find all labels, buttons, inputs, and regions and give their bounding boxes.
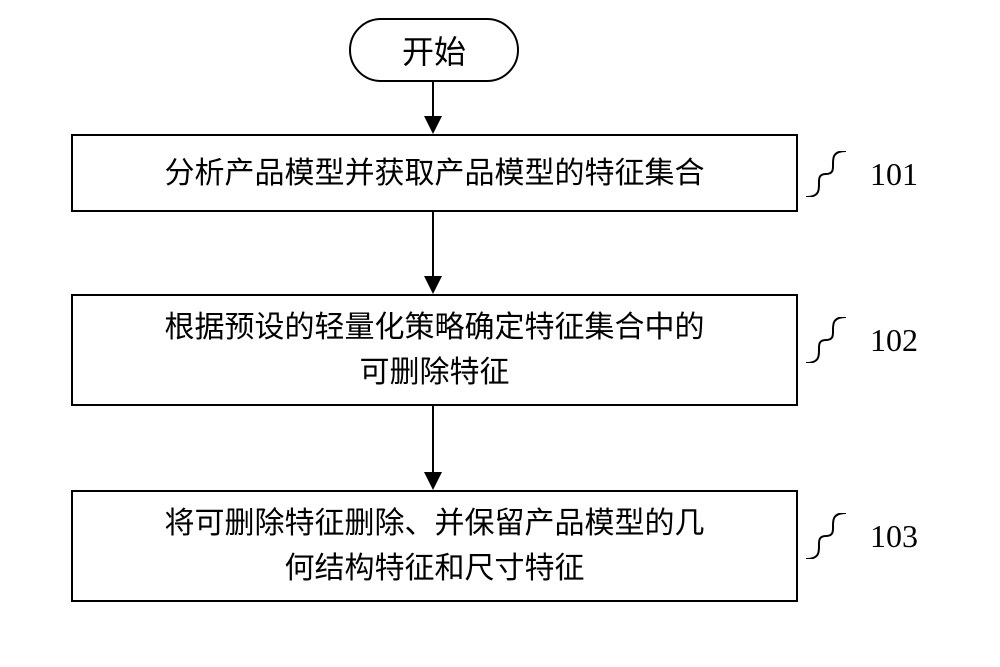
label-curve-1 xyxy=(806,317,846,363)
flowchart-canvas: 开始分析产品模型并获取产品模型的特征集合 101 根据预设的轻量化策略确定特征集合中… xyxy=(0,0,1000,667)
step-node-101: 分析产品模型并获取产品模型的特征集合 xyxy=(71,134,798,212)
arrow-head-1 xyxy=(424,276,442,294)
step-label-101: 101 xyxy=(870,156,918,193)
label-curve-0 xyxy=(806,151,846,197)
step-text: 根据预设的轻量化策略确定特征集合中的 可删除特征 xyxy=(165,305,705,395)
step-text: 分析产品模型并获取产品模型的特征集合 xyxy=(165,151,705,196)
step-text: 将可删除特征删除、并保留产品模型的几 何结构特征和尺寸特征 xyxy=(165,501,705,591)
arrow-head-2 xyxy=(424,472,442,490)
start-node: 开始 xyxy=(349,18,519,82)
step-label-102: 102 xyxy=(870,322,918,359)
start-label: 开始 xyxy=(402,27,466,73)
arrow-head-0 xyxy=(424,116,442,134)
arrow-line-1 xyxy=(432,212,434,276)
arrow-line-2 xyxy=(432,406,434,472)
step-label-103: 103 xyxy=(870,518,918,555)
label-curve-2 xyxy=(806,513,846,559)
step-node-102: 根据预设的轻量化策略确定特征集合中的 可删除特征 xyxy=(71,294,798,406)
arrow-line-0 xyxy=(432,82,434,116)
step-node-103: 将可删除特征删除、并保留产品模型的几 何结构特征和尺寸特征 xyxy=(71,490,798,602)
